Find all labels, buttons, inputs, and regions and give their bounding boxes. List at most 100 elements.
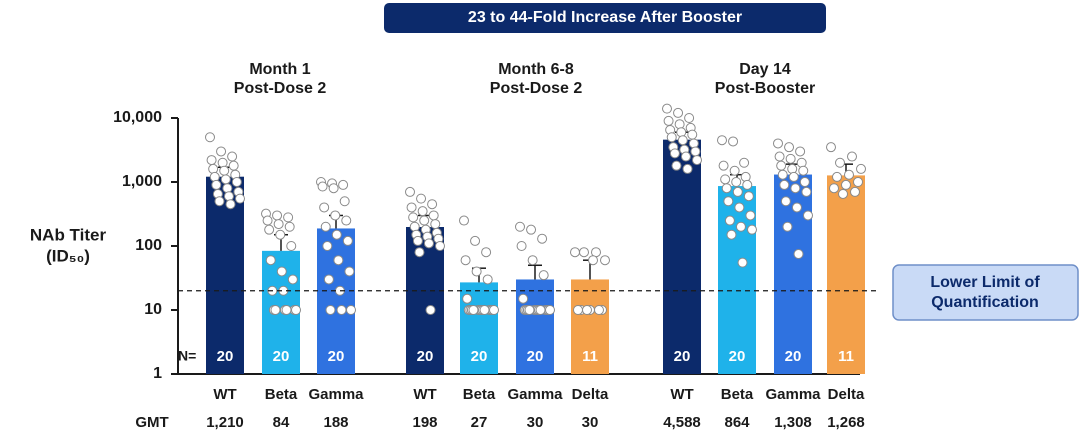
data-point [776,160,787,171]
data-point [600,255,610,266]
data-point [826,142,836,153]
data-point [747,224,757,235]
data-point [273,219,284,230]
data-point [724,215,735,226]
bar [206,176,244,374]
group-title: Month 6-8 [498,61,574,78]
data-point [784,142,795,153]
data-point [275,229,286,240]
data-point [850,186,860,197]
x-tick-label: WT [213,386,236,403]
x-tick-label: Gamma [765,386,821,403]
group-title: Day 14 [739,61,791,78]
data-point [423,238,434,249]
data-point [731,177,742,187]
n-value: 11 [582,348,598,365]
value-label: 1,308 [774,414,812,431]
data-point [829,183,839,194]
data-point [527,255,538,266]
data-point [526,224,537,235]
data-point [425,305,436,315]
value-label: 30 [582,414,599,431]
lloq-box [892,264,1079,321]
y-tick-label: 10 [144,301,162,318]
value-label: 4,588 [663,414,701,431]
data-point [208,163,219,174]
data-point [459,215,469,226]
data-point [666,132,677,143]
data-point [284,221,295,232]
n-value: 11 [838,348,854,365]
y-tick-label: 1 [153,365,162,382]
data-point [537,233,548,244]
data-point [206,155,217,166]
data-point [283,212,294,223]
group-title: Post-Dose 2 [490,80,583,97]
data-point [479,305,490,315]
data-point [803,210,813,221]
data-point [588,255,598,266]
data-point [406,202,417,213]
data-point [721,183,732,194]
data-point [341,215,352,226]
data-point [322,241,333,251]
data-point [671,160,682,171]
data-point [692,155,702,166]
data-point [336,305,347,315]
data-point [777,169,788,180]
data-point [579,247,589,258]
data-point [409,221,420,232]
data-point [471,266,482,277]
data-point [795,146,806,157]
data-point [265,255,276,266]
data-point [835,157,845,168]
data-point [428,210,439,221]
data-point [791,202,802,213]
data-point [663,115,674,126]
data-point [739,157,750,168]
data-point [515,221,525,232]
data-point [677,135,688,146]
x-tick-label: Beta [463,386,496,403]
x-tick-label: Beta [721,386,754,403]
x-tick-label: WT [413,386,436,403]
data-point [773,138,783,149]
bar [827,175,865,374]
data-point [737,257,748,268]
data-point [264,224,275,235]
n-label: N= [178,348,196,364]
data-point [780,196,791,207]
data-point [726,229,737,240]
x-tick-label: Beta [265,386,298,403]
n-value: 20 [273,348,290,365]
n-value: 20 [527,348,544,365]
data-point [435,241,445,251]
data-point [676,127,687,138]
data-point [460,255,471,266]
data-point [231,177,242,187]
value-label: 188 [323,414,348,431]
bar [317,228,355,374]
data-point [419,215,430,226]
data-point [798,165,809,176]
data-point [408,212,419,223]
data-point [582,305,592,315]
data-point [211,179,222,190]
lloq-label: Lower Limit of [930,274,1040,291]
data-point [220,174,231,185]
data-point [787,163,798,174]
data-point [518,293,529,304]
data-point [219,165,230,176]
data-point [217,157,228,168]
x-tick-label: Gamma [507,386,563,403]
data-point [673,107,684,118]
data-point [717,135,727,146]
lloq-label: Quantification [931,294,1039,311]
n-value: 20 [674,348,691,365]
data-point [690,146,701,157]
data-point [799,177,810,187]
data-point [790,183,801,194]
value-label: 864 [724,414,750,431]
data-point [320,221,331,232]
data-point [430,219,441,230]
